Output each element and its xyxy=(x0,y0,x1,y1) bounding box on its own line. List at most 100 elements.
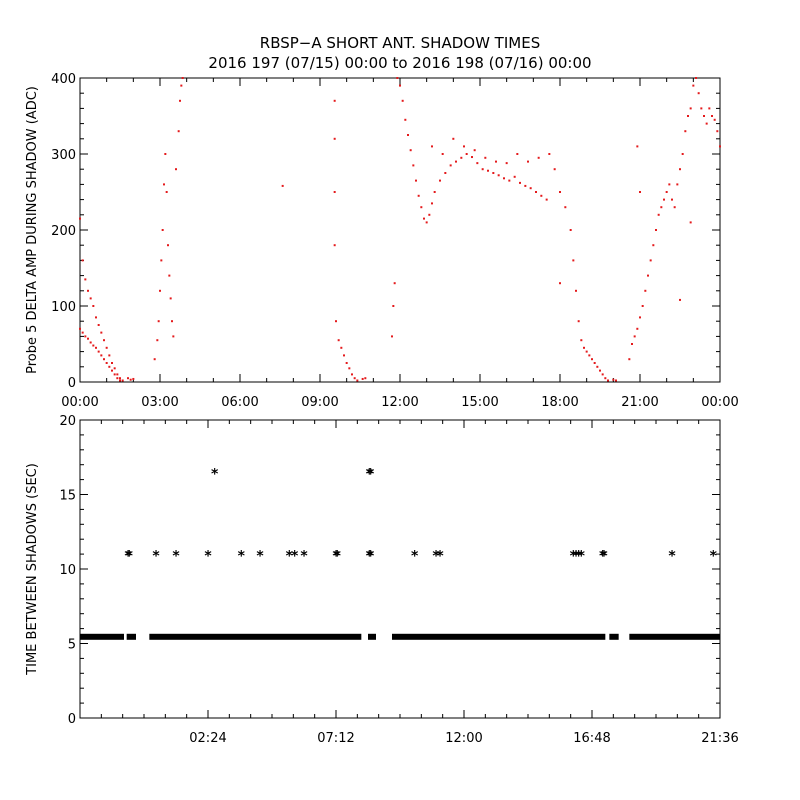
data-point xyxy=(537,156,540,159)
data-point xyxy=(655,229,657,231)
data-point xyxy=(345,362,348,364)
data-point xyxy=(476,162,479,165)
data-point xyxy=(163,183,165,186)
data-point xyxy=(583,346,585,349)
top-xtick-label: 00:00 xyxy=(61,395,98,410)
data-point xyxy=(588,354,591,357)
data-point xyxy=(160,259,163,262)
data-point xyxy=(333,244,336,247)
chart-title-line2: 2016 197 (07/15) 00:00 to 2016 198 (07/1… xyxy=(208,54,591,72)
data-point xyxy=(716,130,719,133)
data-point xyxy=(92,305,95,307)
bottom-ytick-label: 20 xyxy=(59,414,76,429)
top-xtick-label: 18:00 xyxy=(541,395,578,410)
data-point xyxy=(559,191,561,193)
data-point xyxy=(559,282,561,285)
data-point-asterisk: * xyxy=(366,549,374,565)
data-point-asterisk: * xyxy=(204,549,212,565)
data-point xyxy=(180,84,183,87)
data-point xyxy=(545,198,548,201)
data-point xyxy=(119,377,121,380)
data-point xyxy=(564,206,567,209)
data-point xyxy=(535,191,537,193)
data-point xyxy=(441,153,444,155)
data-point xyxy=(633,335,636,338)
data-point-asterisk: * xyxy=(599,549,607,565)
data-point-asterisk: * xyxy=(668,549,676,565)
data-point xyxy=(127,377,129,380)
data-point xyxy=(460,156,463,159)
data-point xyxy=(580,339,583,342)
data-point xyxy=(463,145,465,148)
data-point xyxy=(649,259,652,262)
data-point-asterisk: * xyxy=(367,467,375,483)
bottom-xtick-label: 12:00 xyxy=(445,731,482,746)
data-point xyxy=(177,130,180,133)
bottom-ytick-label: 10 xyxy=(59,563,76,578)
data-point-asterisk: * xyxy=(575,549,583,565)
data-point xyxy=(433,191,436,193)
baseline-marker-band xyxy=(368,633,376,640)
top-xtick-label: 00:00 xyxy=(701,395,738,410)
data-point xyxy=(119,379,121,382)
data-point xyxy=(668,183,671,186)
data-point xyxy=(132,377,135,380)
data-point xyxy=(79,217,81,220)
top-xtick-label: 12:00 xyxy=(381,395,418,410)
bottom-ytick-label: 5 xyxy=(68,638,76,653)
data-point xyxy=(103,339,105,342)
data-point-asterisk: * xyxy=(152,549,160,565)
data-point xyxy=(689,107,692,110)
data-point xyxy=(87,337,89,340)
data-point xyxy=(168,274,171,277)
data-point xyxy=(639,191,641,193)
data-point xyxy=(652,244,655,247)
data-point-asterisk: * xyxy=(211,467,219,483)
data-point xyxy=(356,379,359,382)
data-point-asterisk: * xyxy=(366,467,374,483)
data-point xyxy=(484,156,487,159)
data-point xyxy=(516,153,519,155)
data-point xyxy=(569,229,572,231)
data-point xyxy=(361,377,364,380)
data-point xyxy=(631,343,633,345)
data-point xyxy=(415,179,417,182)
data-point xyxy=(399,84,401,87)
baseline-marker-band xyxy=(149,633,362,640)
data-point xyxy=(527,160,529,163)
data-point xyxy=(103,358,105,361)
baseline-marker-band xyxy=(126,633,136,640)
data-point xyxy=(164,153,167,155)
data-point xyxy=(596,365,599,368)
data-point-asterisk: * xyxy=(172,549,180,565)
bottom-xtick-label: 02:24 xyxy=(189,731,226,746)
bottom-plot-frame xyxy=(79,419,721,719)
data-point xyxy=(420,206,423,209)
data-point xyxy=(687,115,689,117)
data-point xyxy=(671,198,673,201)
data-point xyxy=(81,259,84,262)
data-point xyxy=(713,118,716,121)
data-point xyxy=(116,373,119,376)
top-ytick-label: 200 xyxy=(51,224,76,239)
bottom-ytick-label: 0 xyxy=(68,712,76,727)
data-point xyxy=(679,298,681,301)
data-point-asterisk: * xyxy=(334,549,342,565)
data-point xyxy=(607,379,609,382)
data-point xyxy=(113,373,116,376)
bottom-xtick-label: 21:36 xyxy=(701,731,738,746)
data-point xyxy=(108,365,111,368)
top-ytick-label: 100 xyxy=(51,300,76,315)
data-point-asterisk: * xyxy=(710,549,718,565)
data-point xyxy=(87,289,89,292)
data-point-asterisk: * xyxy=(286,549,294,565)
data-point-asterisk: * xyxy=(238,549,246,565)
data-point xyxy=(108,354,111,357)
data-point xyxy=(333,191,336,193)
data-point xyxy=(503,177,505,180)
data-point xyxy=(335,320,337,323)
data-point xyxy=(540,194,543,197)
data-point xyxy=(171,320,173,323)
data-point xyxy=(708,107,711,110)
